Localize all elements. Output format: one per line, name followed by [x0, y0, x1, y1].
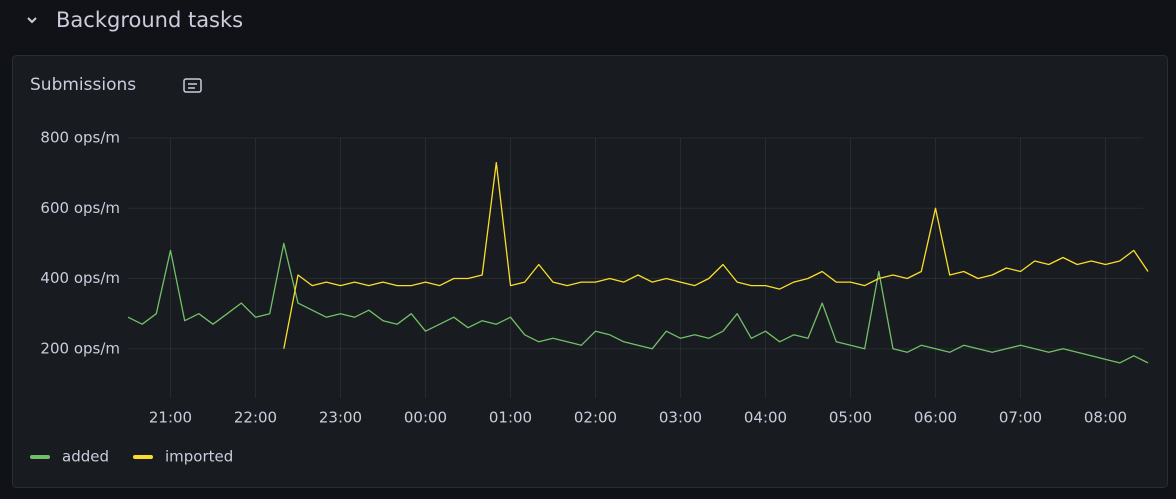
x-tick-label: 04:00 [744, 409, 787, 427]
section-title[interactable]: Background tasks [56, 8, 243, 32]
x-tick-label: 03:00 [659, 409, 702, 427]
legend-label[interactable]: imported [165, 448, 233, 466]
x-tick-label: 06:00 [914, 409, 957, 427]
x-tick-label: 23:00 [319, 409, 362, 427]
x-tick-label: 22:00 [234, 409, 277, 427]
legend-label[interactable]: added [62, 448, 109, 466]
series-line [127, 242, 1149, 364]
collapse-chevron[interactable] [27, 17, 37, 24]
x-tick-label: 02:00 [574, 409, 617, 427]
x-tick-label: 08:00 [1084, 409, 1127, 427]
x-tick-label: 21:00 [149, 409, 192, 427]
y-tick-label: 800 ops/m [40, 129, 120, 147]
x-tick-label: 00:00 [404, 409, 447, 427]
y-tick-label: 200 ops/m [40, 339, 120, 357]
y-tick-label: 600 ops/m [40, 199, 120, 217]
x-tick-label: 01:00 [489, 409, 532, 427]
y-tick-label: 400 ops/m [40, 269, 120, 287]
panel [12, 55, 1168, 488]
description-icon[interactable] [183, 78, 202, 93]
panel-title: Submissions [30, 75, 136, 95]
series-line [283, 161, 1149, 349]
x-tick-label: 05:00 [829, 409, 872, 427]
x-tick-label: 07:00 [999, 409, 1042, 427]
